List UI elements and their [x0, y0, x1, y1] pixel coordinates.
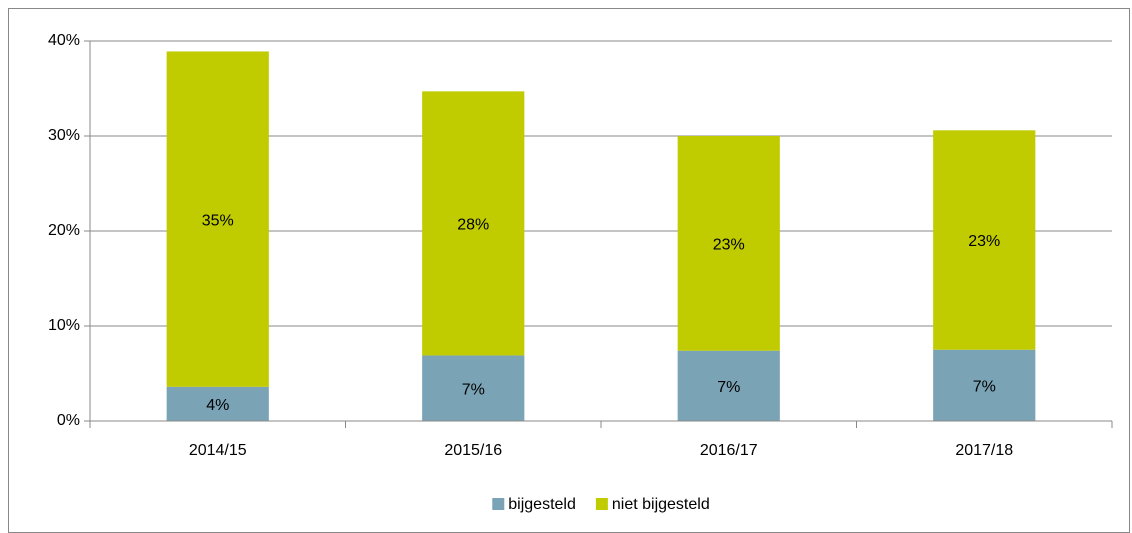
y-tick-label: 20%: [48, 222, 80, 239]
data-label: 7%: [973, 379, 996, 396]
x-tick-label: 2017/18: [955, 442, 1013, 459]
legend-swatch: [595, 498, 608, 510]
y-tick-label: 10%: [48, 317, 80, 334]
data-label: 7%: [462, 381, 485, 398]
data-label: 23%: [713, 237, 745, 254]
x-tick-label: 2014/15: [189, 442, 247, 459]
legend-swatch: [492, 498, 505, 510]
legend-label: niet bijgesteld: [612, 496, 710, 513]
bar-segment: [166, 386, 269, 421]
x-tick-label: 2015/16: [444, 442, 502, 459]
data-label: 4%: [206, 397, 229, 414]
bar-segment: [422, 91, 525, 356]
y-tick-label: 30%: [48, 127, 80, 144]
bar-segment: [933, 130, 1036, 350]
x-tick-label: 2016/17: [700, 442, 758, 459]
data-label: 28%: [457, 217, 489, 234]
bar-segment: [422, 355, 525, 421]
data-label: 7%: [717, 379, 740, 396]
legend-label: bijgesteld: [508, 496, 576, 513]
bar-segment: [677, 136, 780, 351]
bar-segment: [677, 350, 780, 421]
data-label: 23%: [968, 233, 1000, 250]
bar-segment: [933, 349, 1036, 421]
y-tick-label: 0%: [57, 412, 80, 429]
data-label: 35%: [202, 212, 234, 229]
y-tick-label: 40%: [48, 32, 80, 49]
bar-segment: [166, 51, 269, 387]
